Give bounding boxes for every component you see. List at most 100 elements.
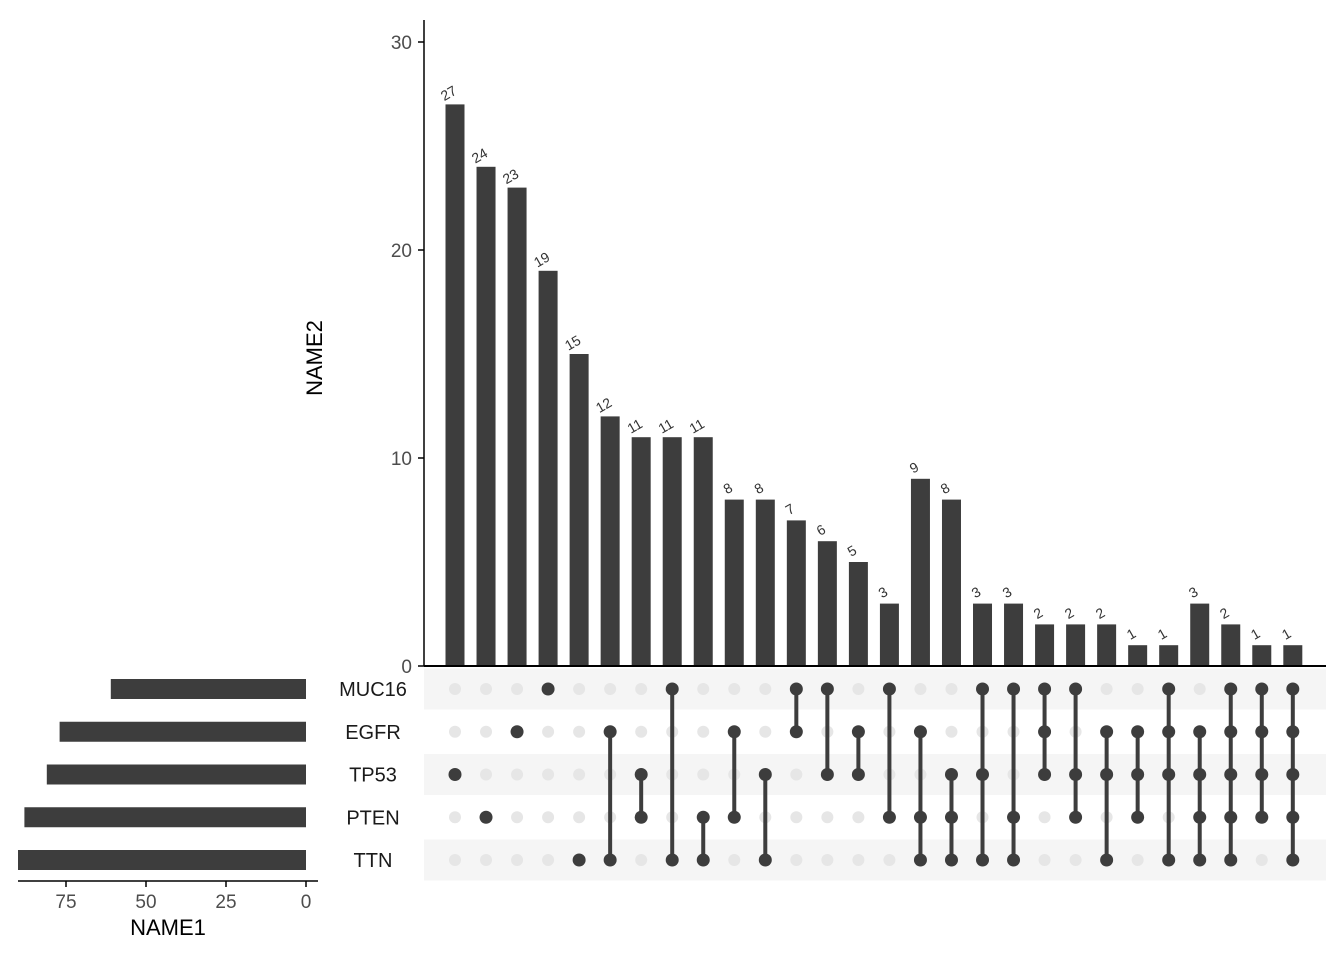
- matrix-dot-active: [789, 682, 803, 696]
- bar-data-label: 3: [876, 583, 891, 601]
- matrix-dot-inactive: [480, 683, 493, 695]
- y-axis-title: NAME2: [302, 320, 327, 396]
- matrix-dot-active: [665, 853, 679, 867]
- matrix-dot-active: [1255, 682, 1269, 696]
- matrix-dot-inactive: [511, 768, 524, 781]
- matrix-dot-inactive: [573, 768, 586, 781]
- bar-data-label: 8: [938, 479, 953, 497]
- intersection-bar: [1004, 603, 1024, 666]
- matrix-dot-active: [1038, 768, 1052, 781]
- matrix-dot-inactive: [759, 725, 772, 738]
- matrix-dot-inactive: [511, 683, 524, 695]
- matrix-dot-active: [696, 810, 710, 824]
- set-size-bars: [18, 679, 307, 870]
- matrix-dot-active: [1131, 810, 1145, 824]
- matrix-dot-inactive: [1131, 854, 1144, 866]
- matrix-dot-active: [976, 853, 990, 867]
- bar-data-label: 5: [845, 542, 860, 560]
- bar-data-label: 2: [1062, 604, 1077, 622]
- matrix-dot-active: [882, 682, 896, 696]
- intersection-bar: [724, 499, 744, 666]
- y-tick-label: 30: [391, 33, 412, 54]
- matrix-dot-active: [1224, 810, 1238, 824]
- bar-data-label: 2: [1093, 604, 1108, 622]
- matrix-dot-inactive: [449, 811, 461, 824]
- bar-data-label: 6: [813, 521, 828, 539]
- matrix-dot-active: [1193, 810, 1207, 824]
- matrix-dot-active: [1007, 682, 1021, 696]
- intersection-bar: [631, 437, 651, 666]
- intersection-bar: [1159, 645, 1179, 666]
- intersection-bar: [1190, 603, 1210, 666]
- intersection-bar: [1066, 624, 1086, 666]
- matrix-dot-active: [851, 768, 865, 781]
- set-size-bar: [46, 764, 307, 785]
- matrix-dot-inactive: [542, 811, 555, 824]
- matrix-dot-active: [1255, 810, 1269, 824]
- y-tick-label: 20: [391, 241, 412, 262]
- intersection-bar: [817, 541, 837, 666]
- matrix-dot-active: [1255, 768, 1269, 781]
- set-label: MUC16: [339, 679, 407, 701]
- set-label: PTEN: [346, 807, 399, 829]
- matrix-dot-inactive: [883, 854, 896, 866]
- matrix-dot-active: [448, 768, 462, 781]
- matrix-dot-inactive: [728, 683, 741, 695]
- matrix-dot-inactive: [1193, 683, 1206, 695]
- matrix-dot-active: [913, 853, 927, 867]
- set-labels: MUC16 EGFR TP53 PTEN TTN: [339, 679, 407, 872]
- matrix-dot-active: [1007, 853, 1021, 867]
- matrix-dot-active: [1286, 810, 1300, 824]
- y-tick-label: 0: [401, 657, 412, 678]
- matrix-dot-inactive: [821, 811, 834, 824]
- matrix-dot-active: [820, 682, 834, 696]
- intersection-bar: [600, 416, 620, 666]
- matrix-dot-inactive: [449, 854, 461, 866]
- set-label: EGFR: [345, 722, 401, 744]
- matrix-dot-active: [976, 768, 990, 781]
- matrix-dot-inactive: [542, 725, 555, 738]
- matrix-dot-active: [1007, 810, 1021, 824]
- matrix-dot-inactive: [511, 854, 524, 866]
- bar-data-label: 1: [1248, 625, 1263, 643]
- matrix-dot-active: [913, 810, 927, 824]
- matrix-dot-active: [1224, 682, 1238, 696]
- bar-data-label: 11: [624, 415, 645, 436]
- bar-data-label: 1: [1279, 625, 1294, 643]
- matrix-stripe: [424, 754, 1326, 795]
- bar-data-label: 24: [469, 145, 491, 167]
- bar-data-label: 3: [1186, 583, 1201, 601]
- matrix-dot-inactive: [852, 683, 865, 695]
- matrix-dot-inactive: [697, 683, 710, 695]
- matrix-dot-active: [1069, 810, 1083, 824]
- matrix-dot-active: [944, 810, 958, 824]
- matrix-dot-inactive: [635, 854, 648, 866]
- matrix-dot-active: [944, 853, 958, 867]
- matrix-dot-active: [1224, 725, 1238, 739]
- matrix-dot-active: [479, 810, 493, 824]
- set-size-bar: [24, 807, 307, 828]
- matrix-dot-active: [758, 768, 772, 781]
- upset-matrix: [448, 682, 1300, 867]
- bar-data-label: 19: [531, 249, 553, 271]
- set-size-axis-title: NAME1: [130, 915, 206, 940]
- bar-data-label: 3: [1000, 583, 1015, 601]
- matrix-dot-inactive: [1038, 854, 1051, 866]
- matrix-dot-active: [976, 682, 990, 696]
- matrix-dot-active: [1162, 725, 1176, 739]
- matrix-dot-active: [1100, 768, 1114, 781]
- intersection-bar: [879, 603, 899, 666]
- set-size-bar: [110, 679, 306, 699]
- matrix-dot-inactive: [1100, 683, 1113, 695]
- intersection-bar: [910, 478, 930, 666]
- matrix-dot-inactive: [635, 725, 648, 738]
- matrix-dot-inactive: [790, 811, 803, 824]
- matrix-dot-active: [1069, 768, 1083, 781]
- intersection-bar: [848, 562, 868, 666]
- matrix-dot-active: [882, 810, 896, 824]
- matrix-dot-active: [1100, 853, 1114, 867]
- set-axis-tick-label: 0: [301, 892, 312, 913]
- bar-data-label: 9: [907, 458, 922, 476]
- matrix-dot-active: [1193, 853, 1207, 867]
- matrix-dot-inactive: [635, 683, 648, 695]
